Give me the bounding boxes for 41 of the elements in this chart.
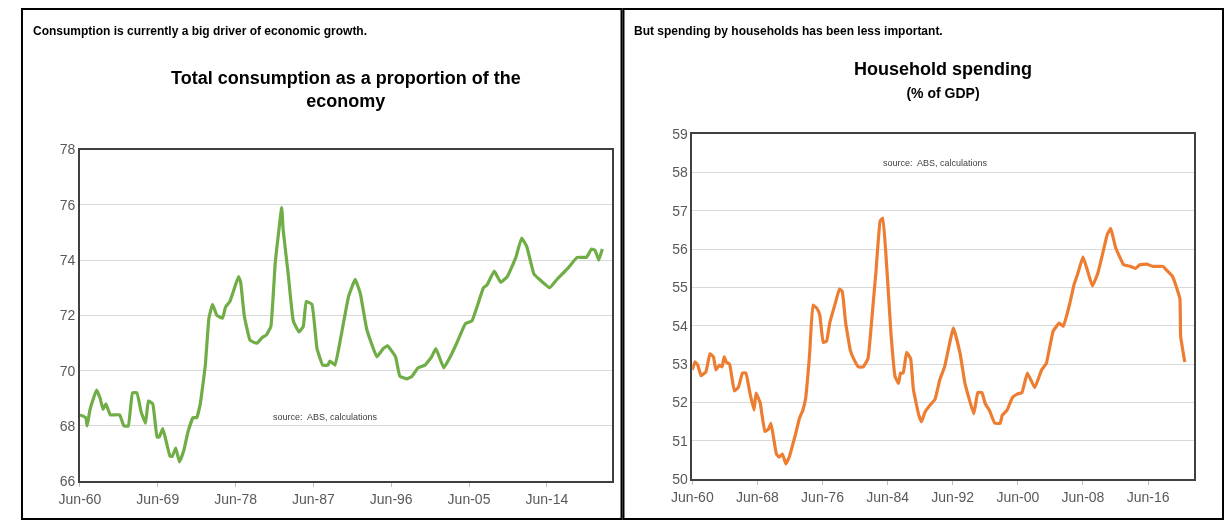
line-series — [692, 216, 1187, 466]
x-tick-label: Jun-92 — [931, 488, 975, 505]
y-tick-label: 70 — [59, 362, 76, 379]
chart-title: Total consumption as a proportion of the economy — [171, 68, 521, 112]
y-tick-label: 68 — [59, 417, 76, 434]
annotation: source: ABS, calculations — [273, 412, 378, 422]
x-tick-label: Jun-00 — [996, 488, 1040, 505]
y-tick-label: 56 — [672, 241, 688, 258]
x-tick-label: Jun-16 — [1126, 488, 1170, 505]
y-tick-label: 66 — [59, 473, 76, 490]
y-tick-label: 52 — [672, 394, 688, 411]
y-tick-label: 53 — [672, 356, 688, 373]
x-tick-label: Jun-08 — [1061, 488, 1105, 505]
y-tick-label: 59 — [672, 125, 688, 142]
y-tick-label: 76 — [59, 196, 76, 213]
y-tick-label: 55 — [672, 279, 688, 296]
y-tick-label: 74 — [59, 252, 76, 269]
y-tick-label: 72 — [59, 307, 76, 324]
x-tick-label: Jun-14 — [525, 490, 569, 507]
chart-title: Household spending — [854, 59, 1032, 79]
x-tick-label: Jun-87 — [291, 490, 335, 507]
x-tick-label: Jun-69 — [136, 490, 180, 507]
chart-subtitle: (% of GDP) — [906, 85, 980, 102]
annotation: source: ABS, calculations — [883, 158, 988, 168]
x-tick-label: Jun-78 — [214, 490, 258, 507]
x-tick-label: Jun-60 — [58, 490, 102, 507]
y-tick-label: 50 — [672, 471, 688, 488]
y-tick-label: 57 — [672, 202, 688, 219]
x-tick-label: Jun-76 — [801, 488, 845, 505]
line-series — [79, 206, 604, 464]
text: Consumption is currently a big driver of economic growth. — [33, 24, 368, 38]
y-tick-label: 51 — [672, 432, 688, 449]
x-tick-label: Jun-96 — [369, 490, 413, 507]
y-tick-label: 78 — [59, 141, 76, 158]
x-tick-label: Jun-84 — [866, 488, 910, 505]
y-tick-label: 54 — [672, 317, 688, 334]
x-tick-label: Jun-05 — [447, 490, 491, 507]
x-tick-label: Jun-68 — [735, 488, 780, 505]
x-tick-label: Jun-60 — [670, 488, 714, 505]
y-tick-label: 58 — [672, 164, 688, 181]
text: But spending by households has been less important. — [634, 24, 943, 38]
